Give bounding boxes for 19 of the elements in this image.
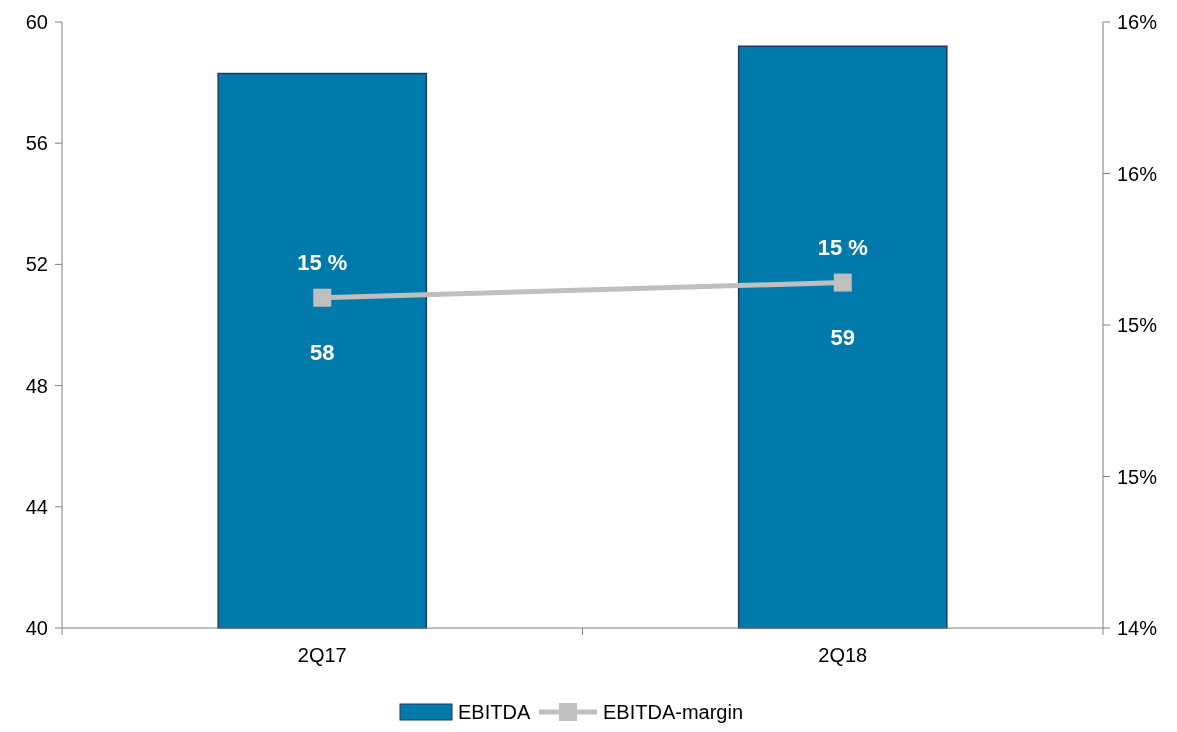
data-label: 58 [310, 339, 335, 365]
y-tick-label: 52 [25, 253, 48, 276]
y-tick-label: 56 [25, 132, 48, 155]
data-label: 15 % [297, 249, 348, 275]
y2-tick-label: 14% [1117, 617, 1158, 639]
x-tick-label: 2Q18 [818, 644, 868, 666]
y-tick-label: 40 [25, 617, 48, 639]
data-label: 15 % [817, 234, 868, 260]
y-tick-label: 60 [25, 11, 48, 33]
y-tick-label: 44 [25, 495, 48, 518]
y2-tick-label: 15% [1117, 465, 1158, 488]
x-tick-label: 2Q17 [297, 644, 347, 666]
y2-tick-label: 15% [1117, 314, 1158, 336]
legend-label: EBITDA-margin [603, 701, 744, 723]
y2-tick-label: 16% [1117, 11, 1158, 33]
legend-label: EBITDA [458, 701, 531, 723]
y2-tick-label: 16% [1117, 162, 1158, 185]
y-tick-label: 48 [25, 374, 48, 397]
data-label: 59 [830, 324, 855, 350]
